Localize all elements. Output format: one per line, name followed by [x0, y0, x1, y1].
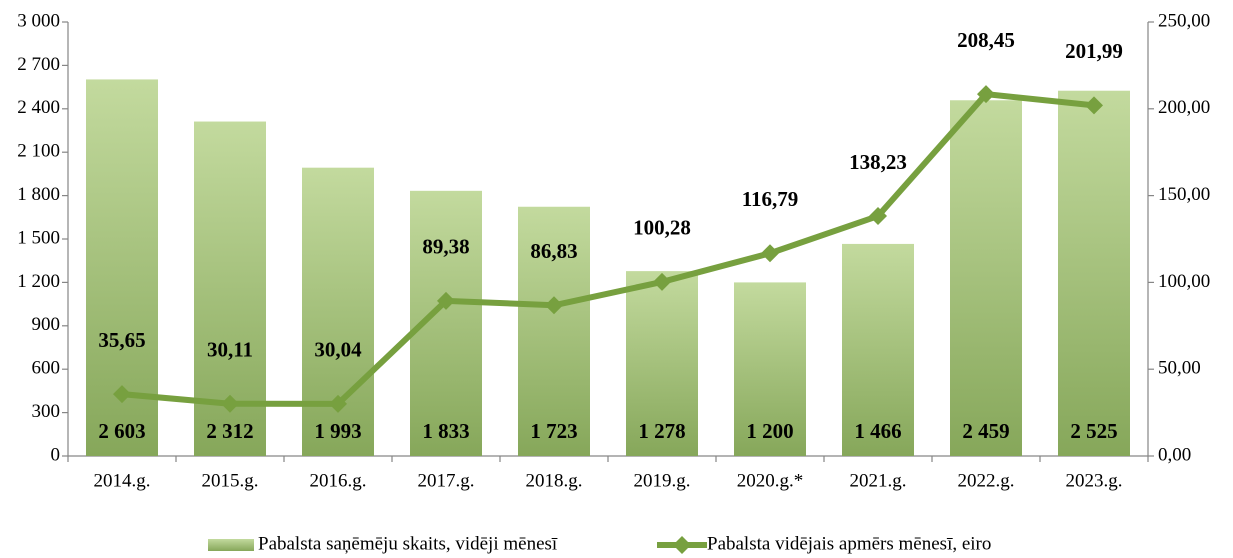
bar	[1058, 90, 1130, 456]
y-tick-label: 1 200	[17, 271, 60, 292]
bar-value-label: 1 833	[422, 419, 469, 443]
line-marker	[1085, 96, 1103, 115]
bar-value-label: 2 525	[1070, 419, 1117, 443]
x-tick-label: 2021.g.	[850, 470, 907, 491]
bar	[734, 282, 806, 456]
legend-swatch	[208, 539, 254, 551]
legend-label: Pabalsta vidējais apmērs mēnesī, eiro	[707, 533, 991, 554]
bar	[842, 243, 914, 456]
bar-value-label: 1 278	[638, 419, 685, 443]
y2-tick-label: 150,00	[1158, 184, 1210, 205]
y-tick-label: 900	[32, 314, 61, 335]
y-tick-label: 2 400	[17, 97, 60, 118]
bar-value-label: 2 459	[962, 419, 1009, 443]
bar	[950, 100, 1022, 457]
line-marker	[437, 291, 455, 310]
y-tick-label: 300	[32, 401, 61, 422]
bar-value-label: 1 723	[530, 419, 577, 443]
x-tick-label: 2018.g.	[526, 470, 583, 491]
y2-tick-label: 250,00	[1158, 10, 1210, 31]
legend-label: Pabalsta saņēmēju skaits, vidēji mēnesī	[258, 533, 558, 554]
line-marker	[761, 244, 779, 263]
x-tick-label: 2014.g.	[94, 470, 151, 491]
y-tick-label: 600	[32, 358, 61, 379]
bar-value-label: 2 603	[98, 419, 145, 443]
y2-tick-label: 100,00	[1158, 271, 1210, 292]
line-value-label: 30,11	[207, 338, 253, 362]
line-value-label: 86,83	[530, 239, 577, 263]
bar-value-label: 1 466	[854, 419, 901, 443]
line-marker	[221, 394, 239, 413]
line	[121, 91, 1095, 407]
y-tick-label: 3 000	[17, 10, 60, 31]
line-marker	[329, 394, 347, 413]
line-value-label: 116,79	[742, 187, 799, 211]
x-tick-label: 2015.g.	[202, 470, 259, 491]
legend-swatch	[673, 536, 691, 554]
line-value-label: 208,45	[957, 28, 1015, 52]
y-tick-label: 1 500	[17, 227, 60, 248]
line-value-label: 89,38	[422, 235, 469, 259]
bar	[626, 271, 698, 456]
bar	[518, 206, 590, 456]
bar-value-label: 1 200	[746, 419, 793, 443]
y-tick-label: 0	[51, 444, 61, 465]
line-marker	[653, 272, 671, 291]
x-tick-label: 2020.g.*	[737, 470, 804, 491]
bar-value-label: 2 312	[206, 419, 253, 443]
x-tick-label: 2023.g.	[1066, 470, 1123, 491]
y-tick-label: 2 100	[17, 141, 60, 162]
line-marker	[977, 85, 995, 104]
line-marker	[869, 207, 887, 226]
y-tick-label: 2 700	[17, 54, 60, 75]
bar-value-label: 1 993	[314, 419, 361, 443]
x-tick-label: 2019.g.	[634, 470, 691, 491]
line-marker	[545, 296, 563, 315]
y2-tick-label: 200,00	[1158, 97, 1210, 118]
line-value-label: 201,99	[1065, 39, 1123, 63]
y2-tick-label: 0,00	[1158, 444, 1191, 465]
x-tick-label: 2022.g.	[958, 470, 1015, 491]
line-marker	[113, 385, 131, 404]
line-value-label: 30,04	[314, 338, 362, 362]
x-tick-label: 2016.g.	[310, 470, 367, 491]
y-tick-label: 1 800	[17, 184, 60, 205]
line-value-label: 138,23	[849, 150, 907, 174]
x-tick-label: 2017.g.	[418, 470, 475, 491]
y2-tick-label: 50,00	[1158, 358, 1201, 379]
line-value-label: 35,65	[98, 328, 145, 352]
line-value-label: 100,28	[633, 216, 691, 240]
